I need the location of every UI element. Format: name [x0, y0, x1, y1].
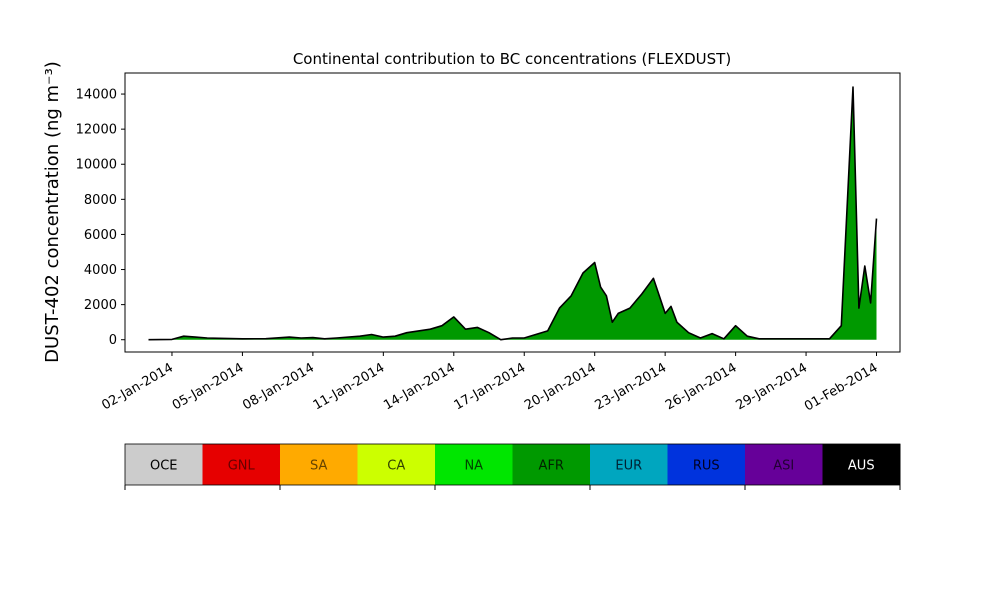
legend-swatch-rus	[667, 444, 746, 485]
x-tick-label: 11-Jan-2014	[311, 360, 388, 413]
legend-swatch-aus	[822, 444, 901, 485]
legend-label-ca: CA	[387, 459, 405, 474]
x-tick-label: 29-Jan-2014	[733, 360, 810, 413]
legend-swatch-ca	[357, 444, 436, 485]
y-tick-label: 10000	[76, 158, 117, 173]
legend-label-rus: RUS	[693, 459, 720, 474]
y-tick-label: 8000	[84, 193, 117, 208]
y-tick-label: 0	[109, 333, 117, 348]
colorbar-frame	[124, 443, 901, 486]
legend-label-sa: SA	[310, 459, 327, 474]
chart-title: Continental contribution to BC concentra…	[293, 50, 731, 68]
legend-swatch-na	[435, 444, 513, 485]
legend-label-eur: EUR	[615, 459, 642, 474]
legend-label-aus: AUS	[848, 459, 875, 474]
plot-area	[148, 86, 878, 341]
legend-label-afr: AFR	[539, 459, 564, 474]
y-axis-label: DUST-402 concentration (ng m⁻³)	[42, 61, 63, 363]
x-tick-label: 08-Jan-2014	[240, 360, 317, 413]
legend-label-asi: ASI	[773, 459, 794, 474]
legend-swatch-gnl	[202, 444, 281, 485]
series-area-afr	[148, 87, 877, 340]
legend-swatch-oce	[125, 444, 203, 485]
legend-label-gnl: GNL	[228, 459, 256, 474]
x-tick-label: 02-Jan-2014	[99, 360, 176, 413]
y-tick-label: 2000	[84, 298, 117, 313]
x-tick-label: 17-Jan-2014	[452, 360, 529, 413]
region-colorbar: OCE GNL SA CA NA AFR EUR RUS ASI AUS	[124, 443, 901, 490]
series-line-afr	[148, 86, 878, 341]
x-tick-label: 14-Jan-2014	[381, 360, 458, 413]
x-axis: 02-Jan-201405-Jan-201408-Jan-201411-Jan-…	[99, 352, 881, 414]
legend-swatch-asi	[745, 444, 823, 485]
legend-swatch-sa	[280, 444, 358, 485]
y-axis: 0 2000 4000 6000 8000 10000 12000 14000	[76, 88, 125, 348]
x-tick-label: 20-Jan-2014	[522, 360, 599, 413]
y-tick-label: 6000	[84, 228, 117, 243]
y-tick-label: 12000	[76, 123, 117, 138]
x-tick-label: 01-Feb-2014	[802, 360, 881, 414]
legend-swatch-afr	[512, 444, 591, 485]
y-tick-label: 14000	[76, 88, 117, 103]
legend-label-na: NA	[464, 459, 483, 474]
plot-frame	[124, 72, 901, 353]
y-tick-label: 4000	[84, 263, 117, 278]
legend-swatch-eur	[590, 444, 668, 485]
x-tick-label: 26-Jan-2014	[663, 360, 740, 413]
legend-label-oce: OCE	[150, 459, 178, 474]
x-tick-label: 05-Jan-2014	[170, 360, 247, 413]
x-tick-label: 23-Jan-2014	[593, 360, 670, 413]
